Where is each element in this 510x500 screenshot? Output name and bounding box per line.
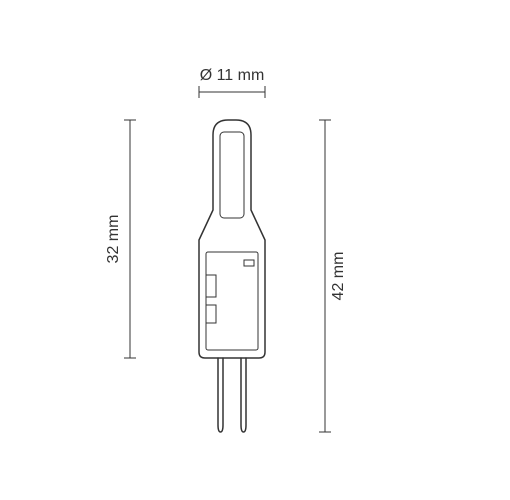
- diameter-label: Ø 11 mm: [200, 67, 265, 84]
- bulb-pins: [218, 358, 246, 432]
- led-window: [220, 132, 244, 218]
- driver-chamber: [206, 252, 258, 350]
- component-1: [206, 275, 216, 297]
- total-height-label: 42 mm: [330, 252, 347, 301]
- dimension-diameter: Ø 11 mm: [199, 67, 265, 98]
- body-height-label: 32 mm: [105, 215, 122, 264]
- component-3: [244, 260, 254, 266]
- dimension-total-height: 42 mm: [319, 120, 347, 432]
- dimension-body-height: 32 mm: [105, 120, 136, 358]
- bulb-dimension-diagram: Ø 11 mm 32 mm 42 mm: [0, 0, 510, 500]
- component-2: [206, 305, 216, 323]
- bulb-body: [199, 120, 265, 358]
